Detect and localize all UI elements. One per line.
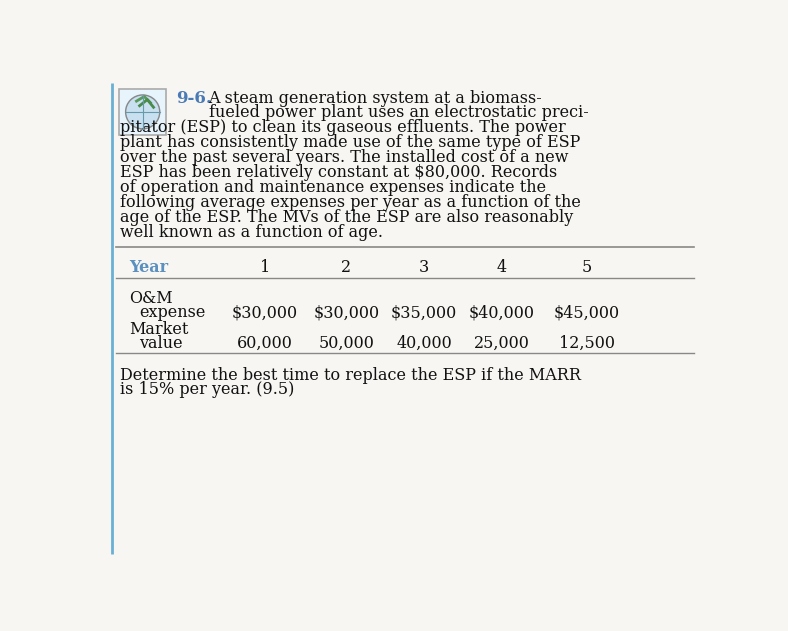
- Text: $45,000: $45,000: [554, 304, 620, 321]
- FancyBboxPatch shape: [120, 89, 166, 135]
- Text: O&M: O&M: [129, 290, 173, 307]
- Text: over the past several years. The installed cost of a new: over the past several years. The install…: [121, 149, 569, 166]
- Text: Year: Year: [129, 259, 169, 276]
- Text: 25,000: 25,000: [474, 335, 530, 352]
- Text: 2: 2: [341, 259, 351, 276]
- Text: following average expenses per year as a function of the: following average expenses per year as a…: [121, 194, 581, 211]
- Text: 4: 4: [496, 259, 507, 276]
- Text: $30,000: $30,000: [232, 304, 298, 321]
- Text: $35,000: $35,000: [391, 304, 457, 321]
- Circle shape: [125, 95, 160, 129]
- Text: well known as a function of age.: well known as a function of age.: [121, 224, 383, 241]
- Text: pitator (ESP) to clean its gaseous effluents. The power: pitator (ESP) to clean its gaseous efflu…: [121, 119, 566, 136]
- Text: 3: 3: [419, 259, 429, 276]
- Text: $30,000: $30,000: [314, 304, 380, 321]
- Text: 40,000: 40,000: [396, 335, 452, 352]
- Text: of operation and maintenance expenses indicate the: of operation and maintenance expenses in…: [121, 179, 546, 196]
- Text: 50,000: 50,000: [318, 335, 374, 352]
- Text: 5: 5: [582, 259, 592, 276]
- Text: Determine the best time to replace the ESP if the MARR: Determine the best time to replace the E…: [121, 367, 582, 384]
- Text: fueled power plant uses an electrostatic preci-: fueled power plant uses an electrostatic…: [209, 104, 589, 121]
- Text: age of the ESP. The MVs of the ESP are also reasonably: age of the ESP. The MVs of the ESP are a…: [121, 209, 574, 226]
- Text: value: value: [139, 335, 183, 352]
- Text: A steam generation system at a biomass-: A steam generation system at a biomass-: [209, 90, 542, 107]
- Text: Market: Market: [129, 321, 189, 338]
- Text: 9-6.: 9-6.: [176, 90, 212, 107]
- Text: 1: 1: [260, 259, 270, 276]
- Text: 60,000: 60,000: [237, 335, 293, 352]
- Text: 12,500: 12,500: [559, 335, 615, 352]
- Text: is 15% per year. (9.5): is 15% per year. (9.5): [121, 381, 295, 398]
- Text: ESP has been relatively constant at $80,000. Records: ESP has been relatively constant at $80,…: [121, 164, 557, 181]
- Text: plant has consistently made use of the same type of ESP: plant has consistently made use of the s…: [121, 134, 581, 151]
- Text: $40,000: $40,000: [469, 304, 534, 321]
- Text: expense: expense: [139, 304, 205, 321]
